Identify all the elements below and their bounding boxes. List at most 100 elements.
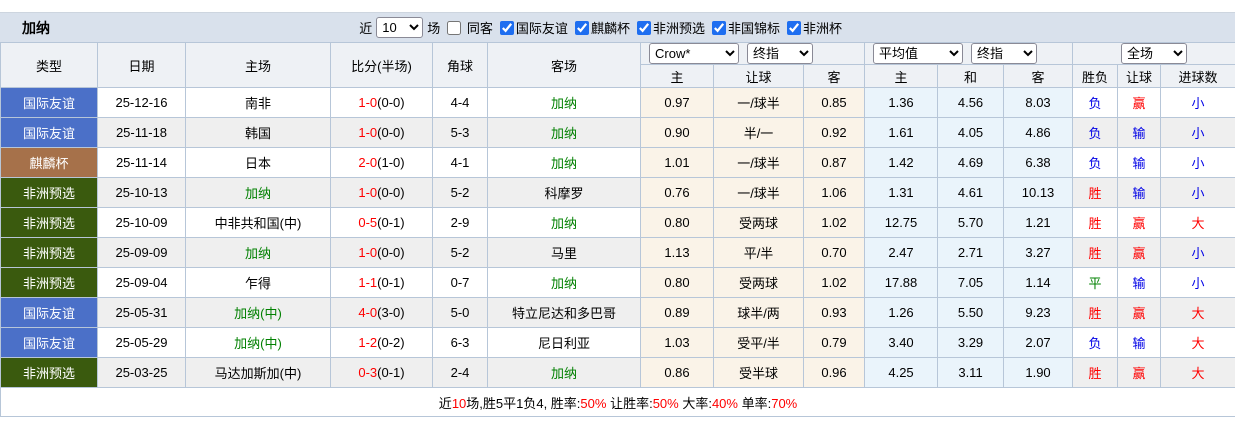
crow-home-odds: 1.13 — [640, 237, 714, 268]
same-venue-filter[interactable]: 同客 — [440, 18, 493, 37]
table-row: 国际友谊 25-11-18 韩国 1-0(0-0) 5-3 加纳 0.90 半/… — [0, 117, 1235, 148]
win-lose-result: 平 — [1072, 267, 1119, 298]
avg-home-odds: 1.61 — [864, 117, 939, 148]
crow-away-odds: 0.70 — [802, 237, 866, 268]
competition-badge: 非洲预选 — [0, 237, 98, 268]
competition-filter[interactable]: 非国锦标 — [705, 21, 780, 36]
competition-badge: 麒麟杯 — [0, 147, 98, 178]
match-date: 25-10-13 — [97, 177, 186, 208]
corners: 4-1 — [432, 147, 488, 178]
full-time-score: 1-1 — [358, 275, 378, 290]
win-lose-result: 胜 — [1072, 297, 1119, 328]
summary-segment: 40% — [711, 395, 738, 411]
same-venue-checkbox[interactable] — [447, 21, 462, 35]
handicap-result: 输 — [1117, 327, 1162, 358]
half-time-score: (0-1) — [377, 275, 405, 290]
competition-checkbox[interactable] — [786, 21, 801, 35]
handicap-line: 一/球半 — [713, 147, 804, 178]
home-team: 韩国 — [185, 117, 331, 148]
avg-source-select[interactable]: 平均值 — [873, 43, 964, 64]
match-date: 25-09-09 — [97, 237, 186, 268]
half-time-score: (1-0) — [377, 155, 405, 170]
recent-count-select[interactable]: 10 — [376, 17, 424, 38]
away-team: 加纳 — [487, 357, 641, 388]
competition-filter[interactable]: 国际友谊 — [493, 21, 568, 36]
corners: 5-2 — [432, 237, 488, 268]
odds-time-select[interactable]: 终指 — [747, 43, 813, 64]
avg-draw-odds: 3.11 — [937, 357, 1005, 388]
col-header-type: 类型 — [0, 42, 98, 88]
avg-time-select[interactable]: 终指 — [971, 43, 1038, 64]
score-cell: 0-5(0-1) — [330, 207, 433, 238]
crow-away-odds: 0.92 — [802, 117, 866, 148]
competition-checkbox[interactable] — [711, 21, 726, 35]
competition-badge: 国际友谊 — [0, 327, 98, 358]
col-header-handicap-result: 让球 — [1117, 64, 1162, 88]
handicap-line: 球半/两 — [713, 297, 804, 328]
corners: 2-9 — [432, 207, 488, 238]
avg-away-odds: 8.03 — [1003, 87, 1074, 118]
handicap-line: 一/球半 — [713, 87, 804, 118]
competition-filter[interactable]: 非洲杯 — [780, 21, 842, 36]
crow-away-odds: 1.02 — [802, 207, 866, 238]
scope-group: 全场 — [1072, 42, 1235, 65]
win-lose-result: 负 — [1072, 327, 1119, 358]
win-lose-result: 负 — [1072, 117, 1119, 148]
corners: 5-0 — [432, 297, 488, 328]
avg-home-odds: 4.25 — [864, 357, 939, 388]
home-team: 中非共和国(中) — [185, 207, 331, 238]
avg-draw-odds: 2.71 — [937, 237, 1005, 268]
table-row: 非洲预选 25-09-09 加纳 1-0(0-0) 5-2 马里 1.13 平/… — [0, 237, 1235, 268]
competition-badge: 非洲预选 — [0, 207, 98, 238]
summary-segment: 70% — [771, 395, 798, 411]
half-time-score: (0-0) — [377, 185, 405, 200]
avg-away-odds: 9.23 — [1003, 297, 1074, 328]
away-team: 加纳 — [487, 117, 641, 148]
competition-checkbox[interactable] — [636, 21, 651, 35]
handicap-line: 受两球 — [713, 267, 804, 298]
corners: 5-2 — [432, 177, 488, 208]
summary-segment: 单率: — [737, 395, 772, 411]
competition-filter[interactable]: 非洲预选 — [630, 21, 705, 36]
crow-home-odds: 0.89 — [640, 297, 714, 328]
crow-home-odds: 1.01 — [640, 147, 714, 178]
competition-badge: 国际友谊 — [0, 297, 98, 328]
goals-over-under: 小 — [1160, 267, 1235, 298]
away-team: 加纳 — [487, 147, 641, 178]
match-date: 25-05-31 — [97, 297, 186, 328]
corners: 5-3 — [432, 117, 488, 148]
avg-home-odds: 12.75 — [864, 207, 939, 238]
away-team: 马里 — [487, 237, 641, 268]
handicap-result: 输 — [1117, 117, 1162, 148]
win-lose-result: 负 — [1072, 87, 1119, 118]
same-venue-label: 同客 — [466, 21, 493, 36]
avg-draw-odds: 5.70 — [937, 207, 1005, 238]
home-team: 加纳 — [185, 177, 331, 208]
col-header-away: 客场 — [487, 42, 641, 88]
crow-home-odds: 0.80 — [640, 267, 714, 298]
odds-source-select[interactable]: Crow* — [649, 43, 739, 64]
competition-filter[interactable]: 麒麟杯 — [568, 21, 630, 36]
crow-home-odds: 0.80 — [640, 207, 714, 238]
avg-away-odds: 4.86 — [1003, 117, 1074, 148]
avg-home-odds: 1.31 — [864, 177, 939, 208]
col-header-score: 比分(半场) — [330, 42, 433, 88]
competition-checkbox[interactable] — [499, 21, 514, 35]
home-team: 日本 — [185, 147, 331, 178]
half-time-score: (0-2) — [377, 335, 405, 350]
crow-home-odds: 0.76 — [640, 177, 714, 208]
avg-draw-odds: 3.29 — [937, 327, 1005, 358]
win-lose-result: 胜 — [1072, 207, 1119, 238]
scope-select[interactable]: 全场 — [1121, 43, 1188, 64]
competition-checkbox[interactable] — [574, 21, 589, 35]
column-header-row: 主 让球 客 主 和 客 胜负 让球 进球数 — [1, 64, 1235, 88]
avg-away-odds: 2.07 — [1003, 327, 1074, 358]
avg-draw-odds: 4.56 — [937, 87, 1005, 118]
crow-odds-group: Crow* 终指 — [639, 42, 866, 65]
away-team: 加纳 — [487, 207, 641, 238]
match-date: 25-05-29 — [97, 327, 186, 358]
team-header-bar: 加纳 近 10 场 同客 国际友谊 麒麟杯 非洲预选 非国锦标 非洲杯 — [0, 13, 1235, 42]
full-time-score: 1-0 — [358, 185, 378, 200]
summary-footer: 近10场,胜5平1负4, 胜率:50% 让胜率:50% 大率:40% 单率:70… — [0, 387, 1235, 417]
